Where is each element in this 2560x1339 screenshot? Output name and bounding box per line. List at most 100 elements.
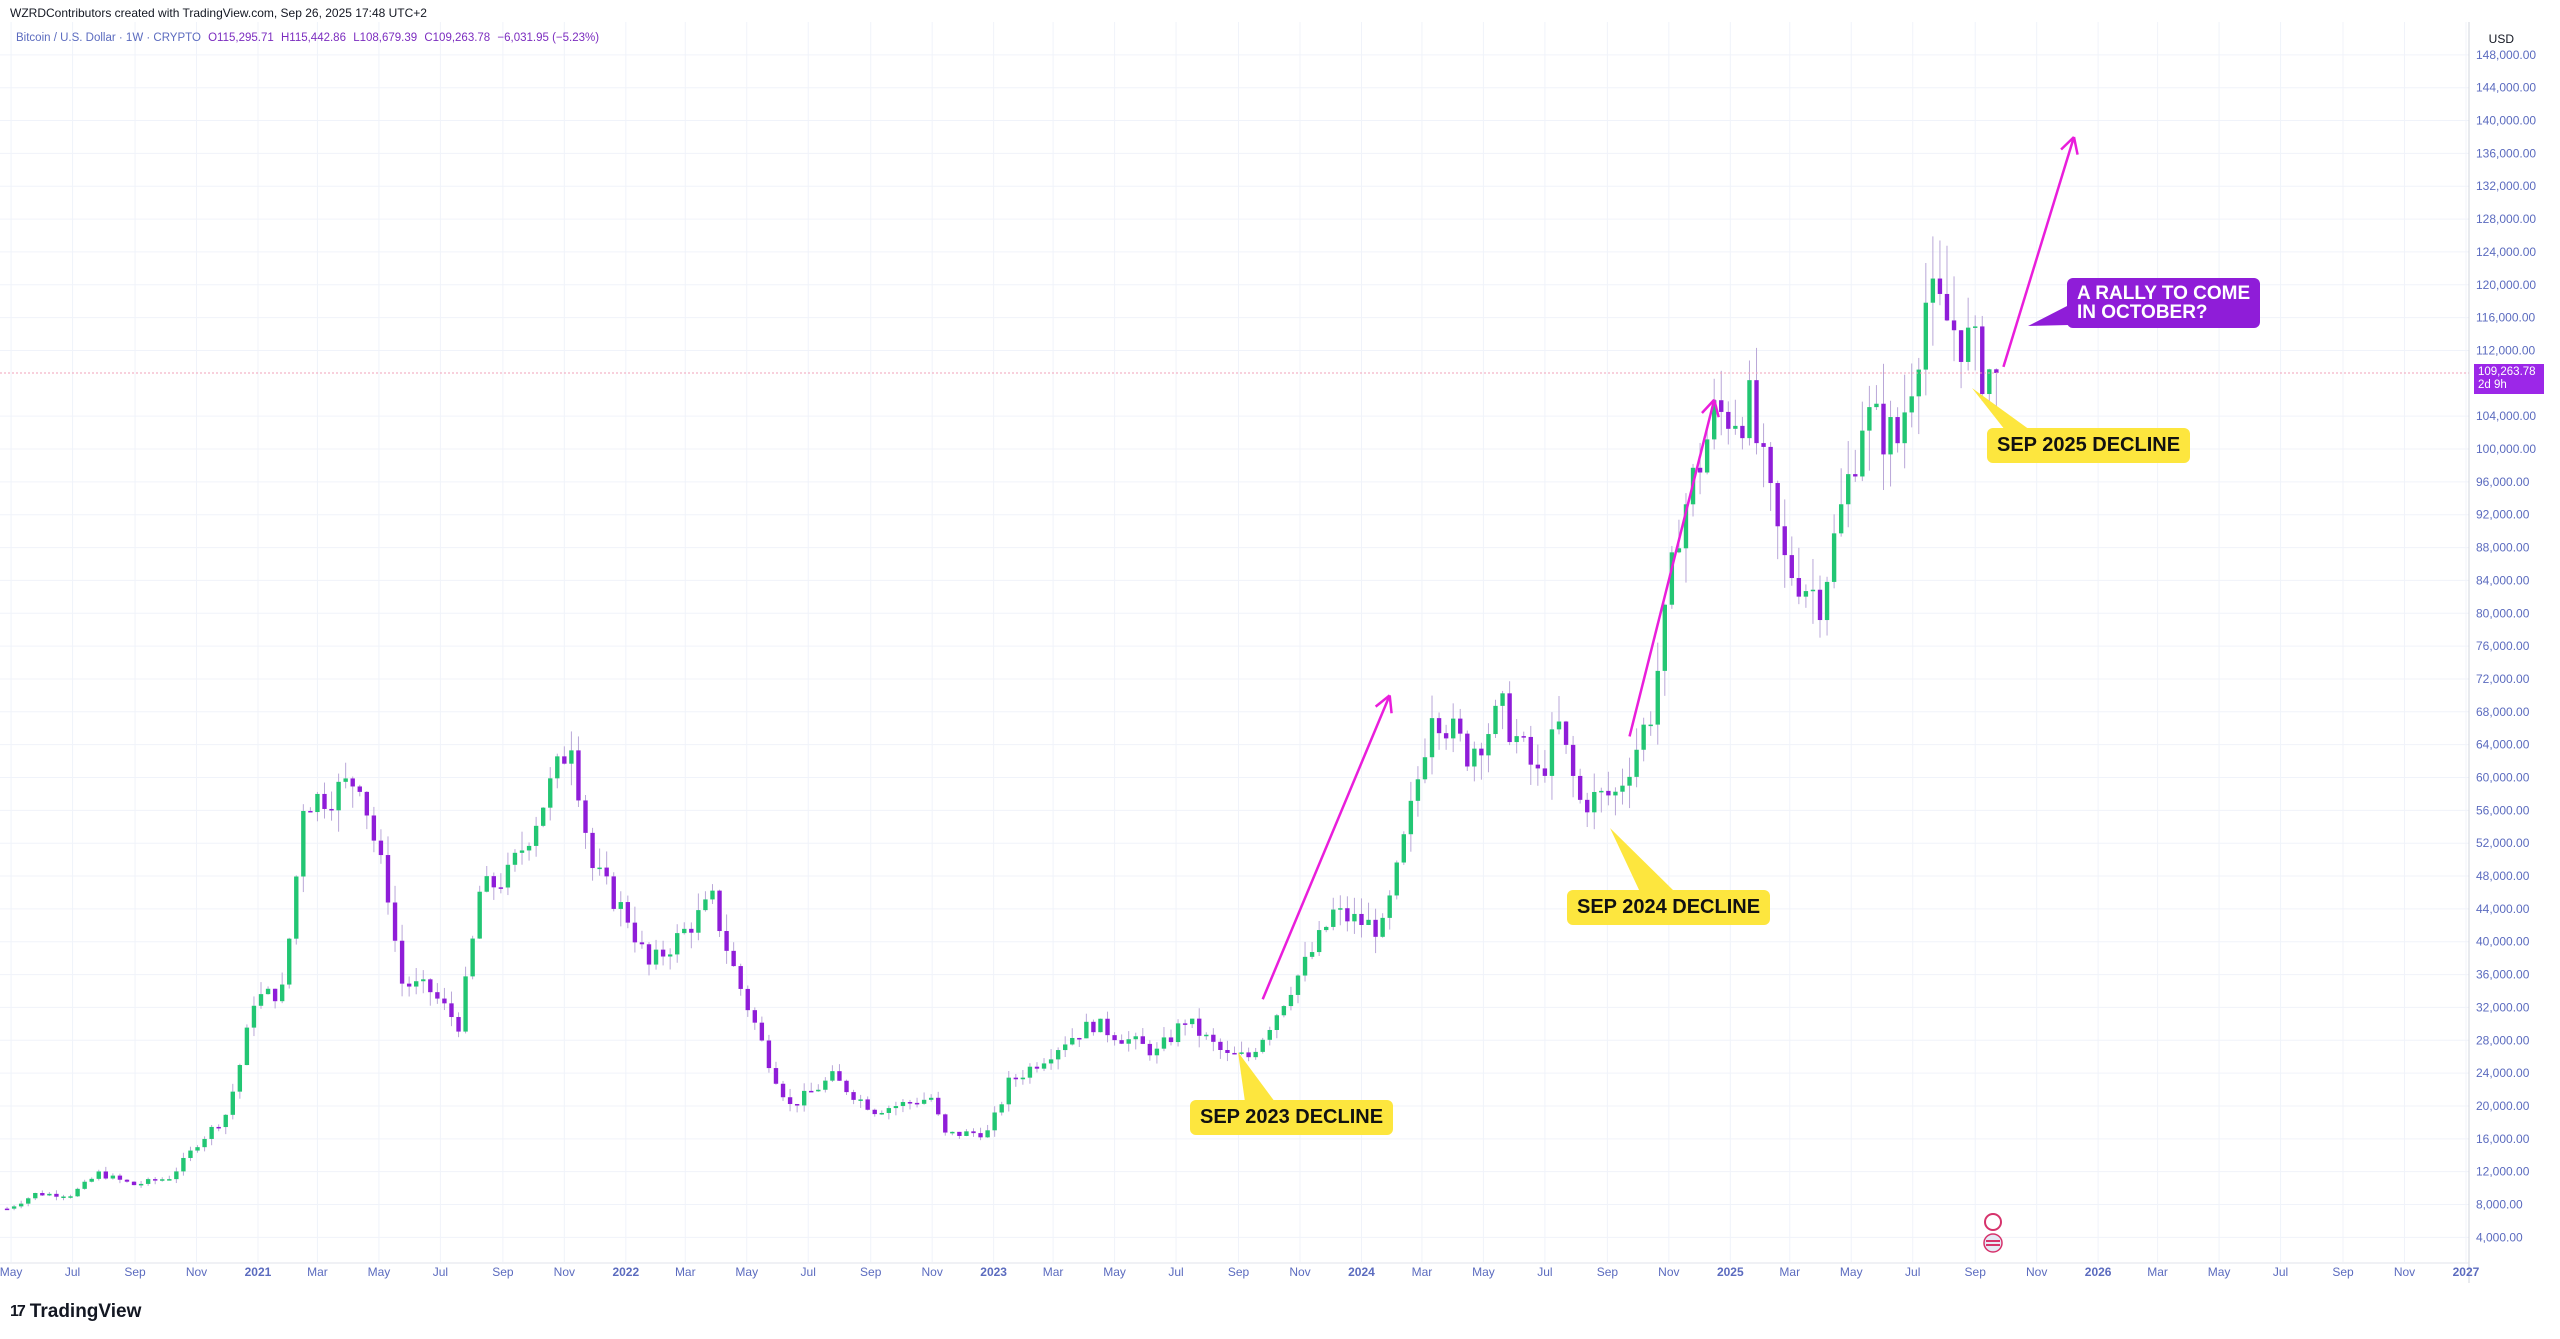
candle-body [329, 808, 334, 811]
change-value: −6,031.95 (−5.23%) [497, 32, 600, 44]
time-tick-label: Nov [1289, 1265, 1310, 1279]
candle-body [731, 950, 736, 967]
price-tick-label: 24,000.00 [2476, 1066, 2530, 1080]
time-tick-label: Mar [675, 1265, 696, 1279]
candle-body [209, 1126, 214, 1139]
price-tick-label: 32,000.00 [2476, 1000, 2530, 1014]
candle-body [1704, 439, 1710, 473]
candle-body [1712, 400, 1717, 440]
candle-body [879, 1112, 884, 1115]
time-tick-label: Mar [2147, 1265, 2168, 1279]
candle-body [519, 850, 525, 853]
candle-body [1613, 791, 1618, 796]
price-tick-label: 128,000.00 [2476, 212, 2536, 226]
candle-body [1380, 917, 1385, 937]
candle-body [1338, 908, 1343, 910]
candle-body [378, 840, 384, 856]
price-tick-label: 60,000.00 [2476, 770, 2530, 784]
time-tick-label: 2021 [245, 1265, 272, 1279]
candle-body [160, 1179, 165, 1181]
candle-body [1373, 919, 1378, 937]
tradingview-brand[interactable]: 17 TradingView [10, 1301, 141, 1323]
candle-body [1324, 926, 1329, 931]
economic-events-markers[interactable] [1978, 1210, 2008, 1259]
time-tick-label: 2023 [980, 1265, 1007, 1279]
candle-body [1570, 744, 1576, 776]
callout-sep-2024: SEP 2024 DECLINE [1567, 890, 1771, 925]
candle-body [555, 756, 560, 779]
candle-body [1627, 776, 1632, 786]
candle-body [1838, 504, 1844, 534]
candle-body [1443, 733, 1449, 739]
symbol-name[interactable]: Bitcoin / U.S. Dollar · 1W · CRYPTO [16, 32, 201, 44]
candle-body [442, 998, 447, 1004]
currency-label[interactable]: USD [2488, 32, 2514, 46]
candle-body [675, 933, 680, 955]
candle-body [82, 1181, 87, 1189]
candle-body [1189, 1018, 1195, 1025]
candle-body [999, 1104, 1004, 1113]
candle-body [1874, 403, 1879, 408]
candle-body [1782, 526, 1787, 556]
candle-body [68, 1196, 73, 1198]
us-flag-icon [1983, 1233, 2003, 1253]
callout-sep-2023: SEP 2023 DECLINE [1190, 1100, 1394, 1135]
candle-body [1006, 1077, 1011, 1105]
candle-body [1655, 670, 1660, 725]
candle-body [1796, 578, 1802, 597]
candle-body [1070, 1037, 1075, 1045]
candle-body [1246, 1052, 1251, 1058]
candle-body [1359, 913, 1364, 925]
time-tick-label: Jul [2273, 1265, 2288, 1279]
candle-body [421, 979, 426, 982]
candle-body [943, 1114, 948, 1133]
callout-rally-october: A RALLY TO COME IN OCTOBER? [2067, 278, 2261, 328]
candle-body [936, 1097, 941, 1115]
time-tick-label: Jul [801, 1265, 816, 1279]
candle-body [928, 1097, 934, 1100]
candle-body [569, 750, 574, 764]
time-axis[interactable]: May Jul Sep Nov 2021 Mar May Jul Sep Nov 2022 Mar Ma… [0, 1265, 2480, 1279]
candle-body [1620, 785, 1625, 792]
trend-arrow-shaft [2002, 136, 2076, 368]
callout-tails [1238, 305, 2069, 1102]
candle-body [1465, 733, 1470, 767]
candle-body [505, 864, 511, 888]
candle-body [251, 1005, 257, 1028]
candle-body [357, 786, 362, 792]
candle-body [1239, 1052, 1244, 1054]
candle-body [1817, 589, 1823, 621]
time-tick-label: May [1472, 1265, 1495, 1279]
candle-body [1987, 369, 1992, 395]
time-tick-label: Nov [554, 1265, 575, 1279]
candle-body [1888, 417, 1893, 455]
candle-body [1394, 862, 1399, 896]
price-axis[interactable]: 4,000.00 8,000.00 12,000.00 16,000.00 20,000… [2476, 48, 2536, 1245]
time-tick-label: Mar [1779, 1265, 1800, 1279]
candle-body [900, 1102, 906, 1107]
callout-sep-2025: SEP 2025 DECLINE [1987, 428, 2191, 463]
price-tick-label: 100,000.00 [2476, 442, 2536, 456]
price-tick-label: 84,000.00 [2476, 573, 2530, 587]
last-price-badge: 109,263.78 2d 9h [2474, 364, 2544, 394]
candle-body [1415, 779, 1421, 801]
candle-body [1965, 327, 1971, 362]
candle-body [886, 1108, 892, 1113]
candle-body [1775, 483, 1780, 527]
candle-body [364, 791, 370, 816]
candle-body [131, 1181, 137, 1186]
time-tick-label: Sep [1965, 1265, 1987, 1279]
candle-body [752, 1010, 757, 1023]
candle-body [851, 1092, 856, 1100]
candle-body [498, 887, 504, 889]
candle-body [1175, 1023, 1181, 1043]
candle-body [1726, 411, 1731, 429]
price-tick-label: 28,000.00 [2476, 1033, 2530, 1047]
candle-body [1422, 757, 1428, 780]
candle-body [1641, 724, 1646, 750]
candle-body [780, 1083, 786, 1098]
candle-body [1366, 919, 1371, 925]
price-tick-label: 104,000.00 [2476, 409, 2536, 423]
candle-body [1973, 326, 1978, 328]
